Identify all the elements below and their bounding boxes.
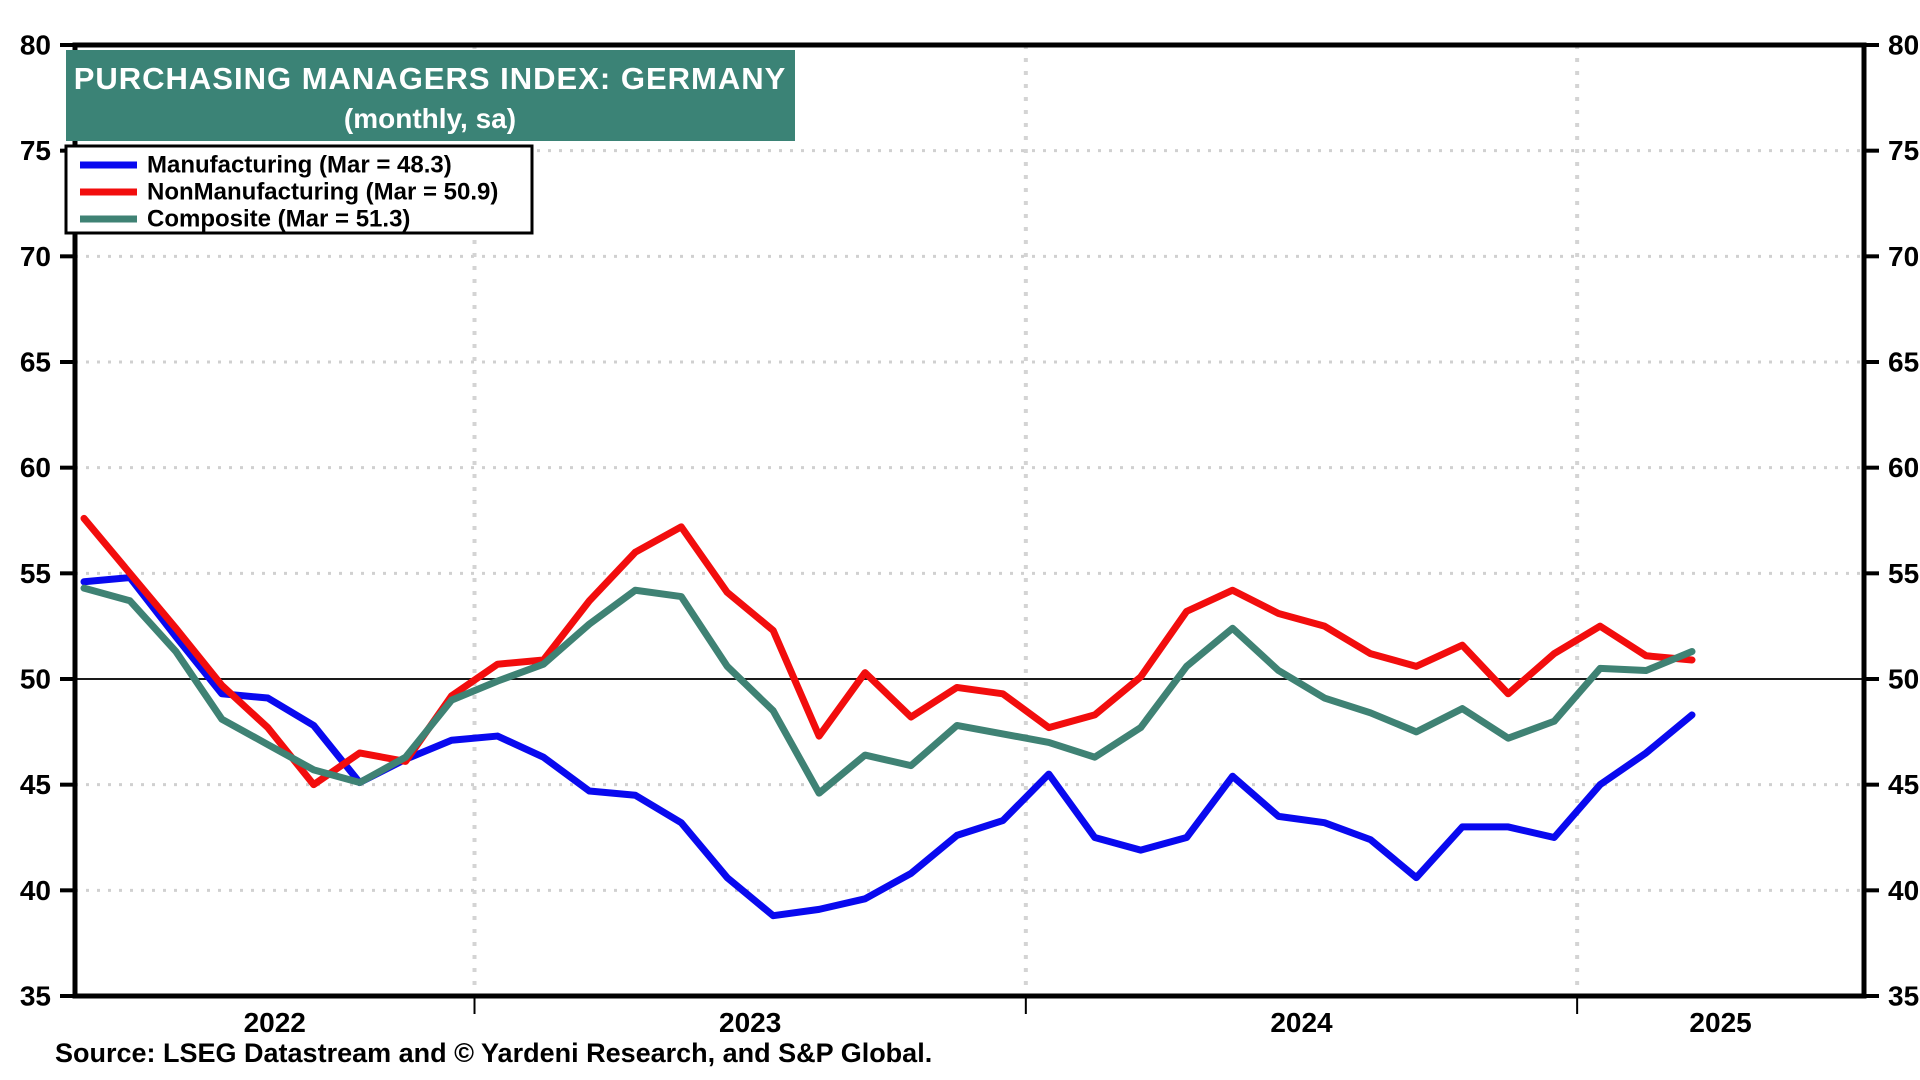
- ylabel-left-65: 65: [20, 347, 51, 378]
- legend-label-nonmanufacturing: NonManufacturing (Mar = 50.9): [147, 179, 498, 206]
- series-manufacturing-line: [80, 574, 1696, 920]
- legend: Manufacturing (Mar = 48.3) NonManufactur…: [64, 144, 534, 235]
- ylabel-left-55: 55: [20, 558, 51, 589]
- ylabel-right-60: 60: [1888, 452, 1919, 483]
- series-layer: [80, 514, 1696, 920]
- ylabel-left-50: 50: [20, 664, 51, 695]
- legend-label-manufacturing: Manufacturing (Mar = 48.3): [147, 152, 452, 179]
- plot-frame: [72, 42, 1867, 999]
- chart-subtitle: (monthly, sa): [344, 103, 516, 134]
- xlabel-2025: 2025: [1689, 1007, 1751, 1038]
- ylabel-left-70: 70: [20, 241, 51, 272]
- source-note: Source: LSEG Datastream and © Yardeni Re…: [55, 1038, 932, 1068]
- ylabel-right-75: 75: [1888, 135, 1919, 166]
- ylabel-right-50: 50: [1888, 664, 1919, 695]
- legend-label-composite: Composite (Mar = 51.3): [147, 206, 410, 233]
- xlabel-2024: 2024: [1270, 1007, 1333, 1038]
- xlabel-2023: 2023: [719, 1007, 781, 1038]
- ylabel-left-40: 40: [20, 875, 51, 906]
- chart-title: PURCHASING MANAGERS INDEX: GERMANY: [74, 61, 787, 96]
- ylabel-right-35: 35: [1888, 981, 1919, 1012]
- ylabel-left-45: 45: [20, 769, 51, 800]
- ylabel-right-55: 55: [1888, 558, 1919, 589]
- ylabel-left-80: 80: [20, 30, 51, 61]
- ylabel-left-60: 60: [20, 452, 51, 483]
- title-banner: PURCHASING MANAGERS INDEX: GERMANY (mont…: [66, 50, 795, 141]
- ylabel-right-40: 40: [1888, 875, 1919, 906]
- series-composite-line: [80, 584, 1696, 797]
- ylabel-right-65: 65: [1888, 347, 1919, 378]
- ylabel-right-80: 80: [1888, 30, 1919, 61]
- title-banner-background: [66, 50, 795, 141]
- ylabel-right-70: 70: [1888, 241, 1919, 272]
- ylabel-left-35: 35: [20, 981, 51, 1012]
- ylabel-right-45: 45: [1888, 769, 1919, 800]
- xlabel-2022: 2022: [244, 1007, 306, 1038]
- ylabel-left-75: 75: [20, 135, 51, 166]
- series-nonmanufacturing-line: [80, 514, 1696, 789]
- legend-box: [64, 144, 534, 235]
- axis-layer: 35 35 40 40 45 45 50 50 55 55 60 60 65 65 70 70 75 75 80 80…: [20, 30, 1919, 1039]
